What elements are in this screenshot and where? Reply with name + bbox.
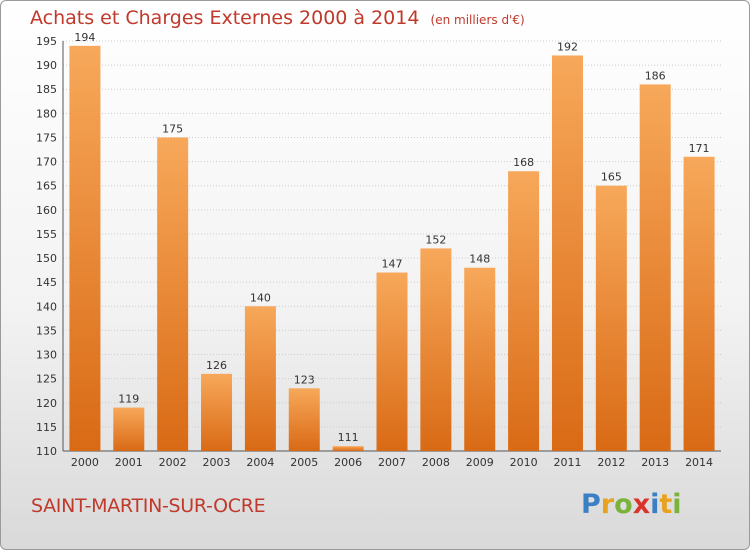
y-tick-label: 180 bbox=[36, 107, 57, 120]
x-tick-label: 2000 bbox=[71, 456, 99, 469]
y-tick-labels: 110 115 120 125 130 135 140 145 150 155 160 165 170 1… bbox=[36, 35, 57, 458]
value-label: 186 bbox=[645, 69, 666, 82]
y-tick-label: 150 bbox=[36, 252, 57, 265]
bar bbox=[201, 373, 233, 451]
value-label: 140 bbox=[250, 291, 271, 304]
y-tick-label: 190 bbox=[36, 59, 57, 72]
y-tick-label: 125 bbox=[36, 373, 57, 386]
value-label: 148 bbox=[469, 253, 490, 266]
value-label: 152 bbox=[425, 233, 446, 246]
bars bbox=[69, 45, 715, 452]
x-tick-label: 2006 bbox=[334, 456, 362, 469]
y-tick-label: 130 bbox=[36, 349, 57, 362]
bar bbox=[683, 156, 715, 451]
x-tick-label: 2002 bbox=[159, 456, 187, 469]
chart-title-block: Achats et Charges Externes 2000 à 2014 (… bbox=[30, 7, 525, 29]
value-label: 168 bbox=[513, 156, 534, 169]
x-tick-label: 2012 bbox=[597, 456, 625, 469]
y-tick-label: 195 bbox=[36, 35, 57, 48]
value-label: 123 bbox=[294, 373, 315, 386]
commune-name: SAINT-MARTIN-SUR-OCRE bbox=[31, 495, 266, 517]
value-label: 147 bbox=[382, 258, 403, 271]
y-tick-label: 140 bbox=[36, 300, 57, 313]
bar bbox=[420, 248, 452, 451]
x-tick-label: 2014 bbox=[685, 456, 713, 469]
y-tick-label: 185 bbox=[36, 83, 57, 96]
value-label: 192 bbox=[557, 40, 578, 53]
x-tick-label: 2005 bbox=[290, 456, 318, 469]
x-tick-label: 2007 bbox=[378, 456, 406, 469]
value-label: 194 bbox=[74, 31, 95, 44]
bar bbox=[69, 45, 101, 452]
bar bbox=[464, 267, 496, 451]
value-label: 165 bbox=[601, 171, 622, 184]
y-tick-label: 120 bbox=[36, 397, 57, 410]
y-tick-label: 145 bbox=[36, 276, 57, 289]
y-tick-label: 165 bbox=[36, 180, 57, 193]
proxiti-logo: Proxiti bbox=[581, 489, 682, 520]
bar bbox=[595, 185, 627, 452]
bar bbox=[244, 306, 276, 451]
value-label: 171 bbox=[689, 142, 710, 155]
y-tick-label: 170 bbox=[36, 156, 57, 169]
x-tick-label: 2013 bbox=[641, 456, 669, 469]
y-tick-label: 160 bbox=[36, 204, 57, 217]
x-tick-label: 2008 bbox=[422, 456, 450, 469]
bar bbox=[113, 407, 145, 451]
x-tick-label: 2009 bbox=[466, 456, 494, 469]
value-label: 119 bbox=[118, 393, 139, 406]
y-tick-label: 115 bbox=[36, 421, 57, 434]
x-tick-label: 2001 bbox=[115, 456, 143, 469]
x-tick-label: 2010 bbox=[510, 456, 538, 469]
bar bbox=[332, 446, 364, 451]
y-tick-label: 155 bbox=[36, 228, 57, 241]
value-label: 175 bbox=[162, 122, 183, 135]
x-tick-label: 2003 bbox=[203, 456, 231, 469]
bar bbox=[639, 84, 671, 451]
x-tick-label: 2011 bbox=[553, 456, 581, 469]
chart-unit: (en milliers d'€) bbox=[430, 13, 525, 27]
bar bbox=[157, 137, 189, 451]
value-label: 111 bbox=[338, 431, 359, 444]
bar bbox=[288, 388, 320, 451]
bar bbox=[508, 171, 540, 451]
x-tick-label: 2004 bbox=[246, 456, 274, 469]
value-label: 126 bbox=[206, 359, 227, 372]
chart-title: Achats et Charges Externes 2000 à 2014 bbox=[30, 7, 420, 29]
y-tick-label: 135 bbox=[36, 324, 57, 337]
value-labels: 194 119 175 126 140 123 111 147 152 148 168 192 165 1… bbox=[74, 31, 709, 444]
bar bbox=[551, 55, 583, 452]
x-tick-labels: 2000 2001 2002 2003 2004 2005 2006 2007 2008 2009… bbox=[71, 456, 713, 469]
y-tick-label: 110 bbox=[36, 445, 57, 458]
bar bbox=[376, 272, 408, 451]
y-tick-label: 175 bbox=[36, 131, 57, 144]
